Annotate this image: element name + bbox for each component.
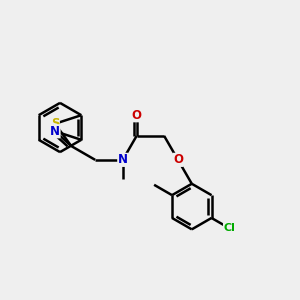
Text: O: O: [173, 153, 183, 167]
Text: Cl: Cl: [224, 223, 236, 233]
Text: N: N: [118, 153, 128, 167]
Text: N: N: [50, 125, 60, 138]
Text: S: S: [51, 117, 59, 130]
Text: O: O: [132, 109, 142, 122]
